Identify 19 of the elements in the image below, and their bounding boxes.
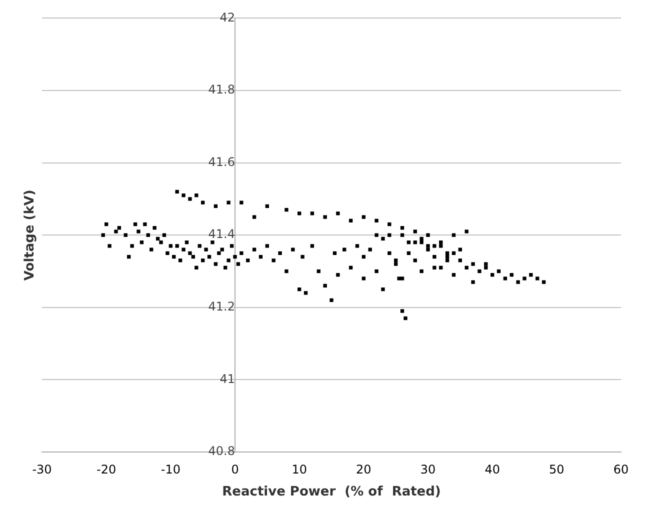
y-tick-label: 41.6 <box>208 154 235 169</box>
x-axis-title: Reactive Power (% of Rated) <box>222 484 441 500</box>
x-tick-label: 0 <box>231 462 239 476</box>
x-tick-label: -30 <box>32 462 52 476</box>
y-tick-label: 41.8 <box>208 82 235 97</box>
y-tick-label: 41.2 <box>208 300 235 314</box>
y-axis-title: Voltage (kV) <box>22 190 38 281</box>
x-tick-label: 10 <box>292 462 307 476</box>
y-tick-label: 41.4 <box>208 227 235 242</box>
x-tick-label: 40 <box>484 462 500 476</box>
y-tick-label: 40.8 <box>208 444 235 458</box>
x-tick-label: 50 <box>549 462 564 476</box>
x-tick-label: 60 <box>613 462 629 476</box>
x-tick-label: -20 <box>96 462 116 476</box>
y-tick-label: 41 <box>220 372 235 386</box>
x-tick-label: -10 <box>160 462 180 476</box>
x-tick-label: 30 <box>420 462 436 476</box>
y-tick-label: 42 <box>220 10 235 24</box>
x-tick-label: 20 <box>356 462 372 476</box>
